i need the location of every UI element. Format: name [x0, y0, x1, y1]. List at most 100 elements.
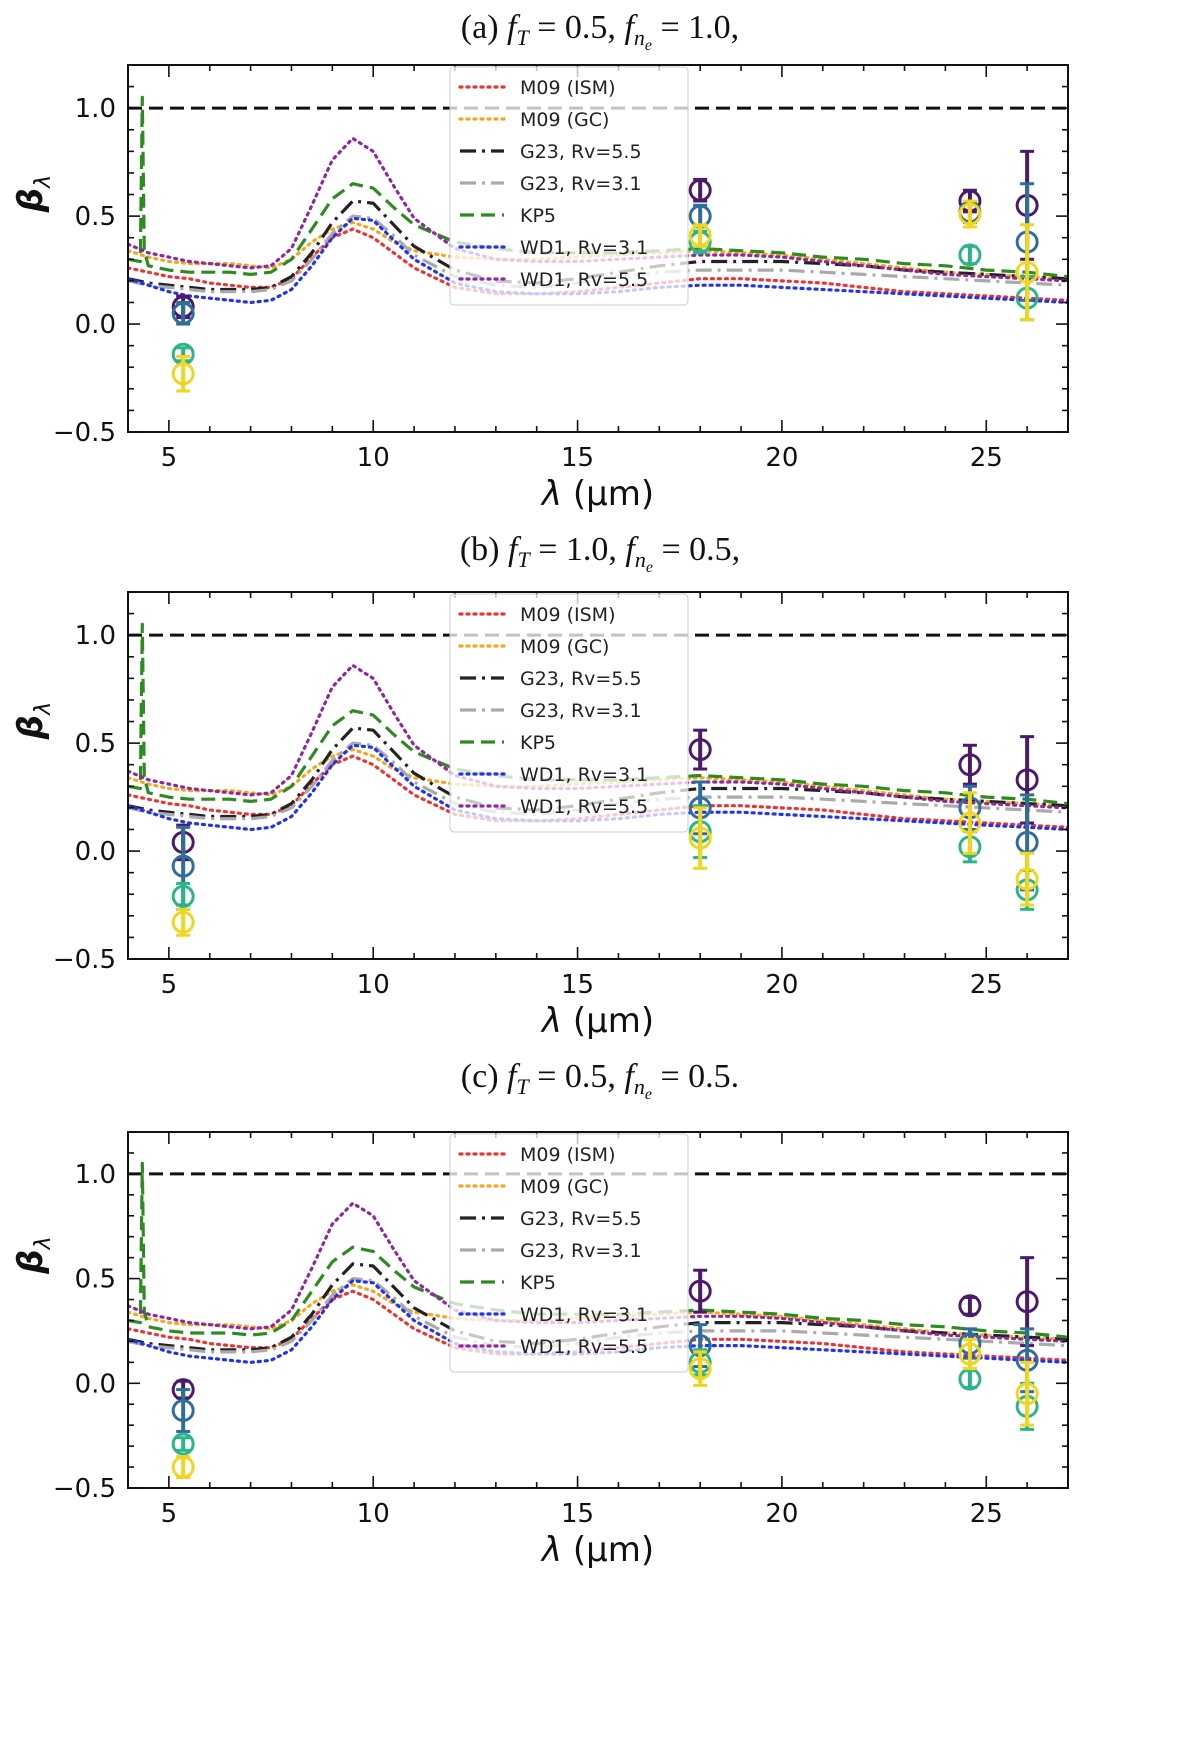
data-point	[688, 738, 712, 762]
x-axis-label: λ (μm)	[540, 1001, 654, 1041]
data-point	[171, 1432, 195, 1456]
data-point	[1015, 768, 1039, 792]
data-point	[171, 910, 195, 934]
plot-frame	[127, 64, 1069, 433]
x-tick-label: 5	[161, 1499, 178, 1529]
x-tick-label: 10	[357, 443, 390, 473]
x-tick-label: 20	[765, 970, 798, 1000]
data-point	[958, 753, 982, 777]
y-tick-label: 0.0	[75, 310, 116, 340]
x-tick-label: 20	[765, 443, 798, 473]
data-point	[1015, 867, 1039, 891]
chart-panel-a: (a) fT = 0.5, fne = 1.0, 5 10 15 20 25 −0.5 0.0…	[11, 9, 1069, 514]
text-span: = 0.5,	[529, 1058, 625, 1095]
text-span: T	[517, 1074, 531, 1099]
x-tick-label: 25	[970, 443, 1003, 473]
text-span: e	[645, 1086, 652, 1103]
y-tick-label: 0.0	[75, 1369, 116, 1399]
chart-panel-c: (c) fT = 0.5, fne = 0.5. 5 10 15 20 25 −0.5 0.0…	[11, 1058, 1069, 1570]
y-tick-label: 0.0	[75, 837, 116, 867]
text-span: e	[646, 559, 653, 576]
text-span: = 1.0,	[530, 531, 626, 568]
data-point	[1015, 1290, 1039, 1314]
series-line-1	[128, 1283, 1068, 1341]
data-point	[171, 1455, 195, 1479]
x-tick-label: 15	[561, 443, 594, 473]
legend-label: WD1, Rv=3.1	[520, 1304, 648, 1326]
y-tick-label: 1.0	[75, 1160, 116, 1190]
legend: M09 (ISM) M09 (GC) G23, Rv=5.5 G23, Rv=3.1 K…	[449, 1133, 689, 1373]
text-span: = 1.0,	[652, 9, 739, 46]
x-tick-label: 5	[161, 970, 178, 1000]
legend-label: KP5	[520, 1272, 556, 1294]
plot-frame	[127, 1131, 1069, 1489]
y-tick-label: −0.5	[53, 945, 116, 975]
text-span: λ	[540, 1001, 562, 1041]
plot-area	[128, 622, 1068, 937]
x-tick-label: 10	[357, 970, 390, 1000]
legend-box	[449, 66, 689, 306]
legend-label: WD1, Rv=5.5	[520, 796, 648, 818]
x-axis-label: λ (μm)	[540, 474, 654, 514]
text-span: λ	[31, 175, 56, 189]
legend-label: WD1, Rv=5.5	[520, 1336, 648, 1358]
data-point	[171, 854, 195, 878]
data-point	[688, 178, 712, 202]
text-span: (b)	[460, 531, 508, 568]
y-axis-label: βλ	[11, 702, 56, 740]
legend-label: G23, Rv=5.5	[520, 141, 642, 163]
legend-label: KP5	[520, 205, 556, 227]
y-tick-label: 1.0	[75, 621, 116, 651]
text-span: λ	[31, 702, 56, 716]
text-span: λ	[31, 1236, 56, 1250]
legend-label: M09 (ISM)	[520, 604, 616, 626]
plot-frame	[127, 591, 1069, 960]
data-point	[958, 1294, 982, 1318]
text-span: (μm)	[562, 1001, 654, 1041]
series-line-2	[128, 199, 1068, 292]
text-span: λ	[540, 1530, 562, 1570]
series-line-2	[128, 1262, 1068, 1352]
x-tick-label: 15	[561, 970, 594, 1000]
y-tick-label: 1.0	[75, 94, 116, 124]
y-axis-label: βλ	[11, 1236, 56, 1274]
legend-label: G23, Rv=3.1	[520, 173, 642, 195]
legend-label: M09 (ISM)	[520, 77, 616, 99]
panel-title: (b) fT = 1.0, fne = 0.5,	[460, 531, 740, 576]
text-span: = 0.5,	[529, 9, 625, 46]
legend-label: WD1, Rv=3.1	[520, 237, 648, 259]
data-point	[171, 884, 195, 908]
panel-title: (a) fT = 0.5, fne = 1.0,	[461, 9, 739, 54]
data-point	[171, 362, 195, 386]
text-span: n	[635, 547, 646, 572]
legend: M09 (ISM) M09 (GC) G23, Rv=5.5 G23, Rv=3.1 K…	[449, 593, 689, 833]
data-point	[171, 301, 195, 325]
text-span: (μm)	[562, 1530, 654, 1570]
x-tick-label: 20	[765, 1499, 798, 1529]
y-axis-label: βλ	[11, 175, 56, 213]
data-point	[688, 1357, 712, 1381]
legend-label: G23, Rv=3.1	[520, 1240, 642, 1262]
y-tick-label: −0.5	[53, 418, 116, 448]
legend-label: WD1, Rv=5.5	[520, 269, 648, 291]
text-span: β	[11, 1249, 51, 1274]
legend-label: M09 (GC)	[520, 1176, 609, 1198]
legend-label: G23, Rv=5.5	[520, 1208, 642, 1230]
data-point	[688, 1279, 712, 1303]
legend-label: KP5	[520, 732, 556, 754]
legend-label: G23, Rv=5.5	[520, 668, 642, 690]
data-point	[171, 1399, 195, 1423]
y-tick-label: 0.5	[75, 729, 116, 759]
y-tick-label: 0.5	[75, 1265, 116, 1295]
series-line-4	[128, 622, 1068, 806]
data-point	[1015, 260, 1039, 284]
y-tick-label: −0.5	[53, 1474, 116, 1504]
data-point	[958, 202, 982, 226]
y-tick-label: 0.5	[75, 202, 116, 232]
text-span: (c)	[461, 1058, 507, 1095]
x-axis-label: λ (μm)	[540, 1530, 654, 1570]
data-point	[688, 224, 712, 248]
text-span: (μm)	[562, 474, 654, 514]
x-tick-label: 25	[970, 1499, 1003, 1529]
